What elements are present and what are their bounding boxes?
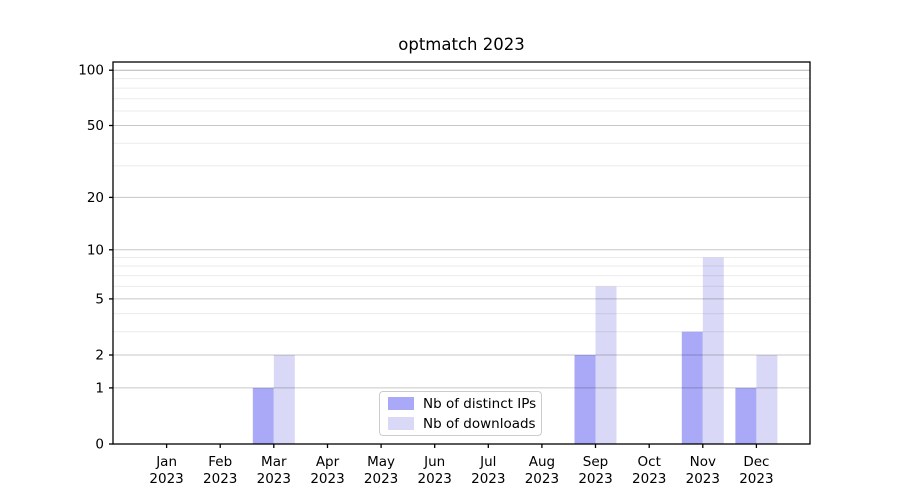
y-tick-label: 100 <box>78 63 104 79</box>
x-tick-label-month: May <box>367 454 395 470</box>
bar-downloads-dec-2023 <box>756 355 778 444</box>
y-tick-label: 10 <box>87 242 104 258</box>
legend-item-distinct-ips: Nb of distinct IPs <box>388 395 537 412</box>
x-tick-label-year: 2023 <box>578 471 612 487</box>
x-tick-label-month: Sep <box>583 454 608 470</box>
y-tick-label: 2 <box>95 348 104 364</box>
legend-item-downloads: Nb of downloads <box>388 415 536 432</box>
x-tick-label-year: 2023 <box>418 471 452 487</box>
x-tick-label-year: 2023 <box>686 471 720 487</box>
x-tick-label-year: 2023 <box>149 471 183 487</box>
x-tick-label-month: Oct <box>638 454 661 470</box>
y-tick-label: 20 <box>87 190 104 206</box>
chart-title: optmatch 2023 <box>398 35 525 54</box>
y-tick-label: 50 <box>87 118 104 134</box>
bar-downloads-sep-2023 <box>595 286 617 444</box>
bar-distinct-ips-sep-2023 <box>574 355 596 444</box>
x-tick-label-year: 2023 <box>525 471 559 487</box>
bar-distinct-ips-dec-2023 <box>735 387 757 444</box>
legend: Nb of distinct IPs Nb of downloads <box>379 391 542 436</box>
legend-label-distinct-ips: Nb of distinct IPs <box>423 395 537 412</box>
x-tick-label-year: 2023 <box>364 471 398 487</box>
y-tick-label: 1 <box>95 380 104 396</box>
x-tick-label-month: Feb <box>208 454 232 470</box>
y-tick-label: 5 <box>95 291 104 307</box>
x-tick-label-month: Dec <box>743 454 769 470</box>
x-tick-label-month: Jun <box>423 454 445 470</box>
x-tick-label-month: Jul <box>479 454 496 470</box>
x-tick-label-year: 2023 <box>471 471 505 487</box>
bar-distinct-ips-mar-2023 <box>252 387 274 444</box>
bar-downloads-nov-2023 <box>702 257 724 444</box>
x-tick-label-year: 2023 <box>203 471 237 487</box>
x-tick-label-year: 2023 <box>632 471 666 487</box>
x-tick-label-year: 2023 <box>310 471 344 487</box>
x-tick-label-month: Jan <box>155 454 177 470</box>
legend-swatch-downloads <box>388 417 414 430</box>
x-tick-label-year: 2023 <box>739 471 773 487</box>
legend-swatch-distinct-ips <box>388 397 414 410</box>
bar-downloads-mar-2023 <box>273 355 295 444</box>
x-tick-label-month: Mar <box>261 454 287 470</box>
legend-label-downloads: Nb of downloads <box>423 415 536 432</box>
y-tick-label: 0 <box>95 437 104 453</box>
x-tick-label-year: 2023 <box>257 471 291 487</box>
x-tick-label-month: Apr <box>316 454 340 470</box>
plot-border <box>112 61 811 445</box>
bar-distinct-ips-nov-2023 <box>681 331 703 444</box>
x-tick-label-month: Aug <box>529 454 555 470</box>
x-tick-label-month: Nov <box>690 454 716 470</box>
